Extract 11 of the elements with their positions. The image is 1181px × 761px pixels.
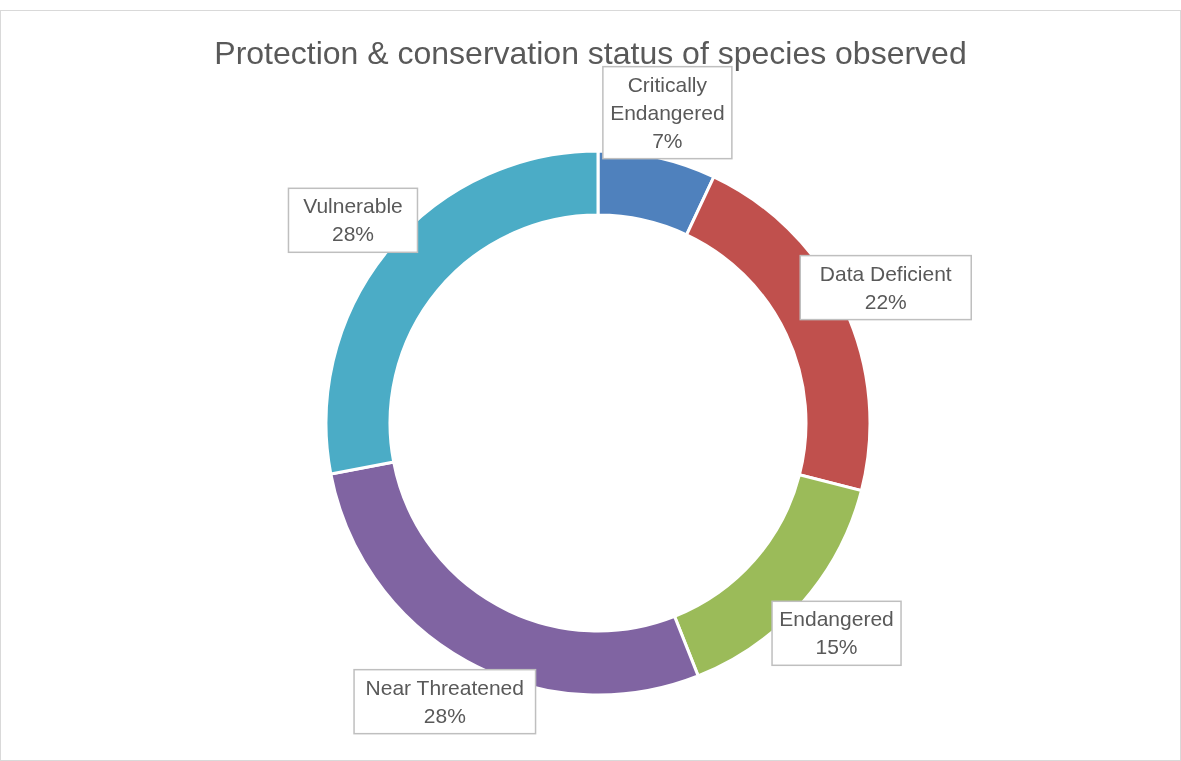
slice-label: Endangered [779, 607, 894, 631]
data-label: 28% [423, 703, 466, 727]
data-label: 15% [815, 635, 858, 659]
data-label: 28% [331, 222, 374, 246]
slice-label: Data Deficient [819, 261, 952, 285]
data-label: 7% [652, 128, 683, 152]
data-label: 22% [864, 289, 907, 313]
slice-label: Critically Endangered [610, 72, 725, 124]
chart-title: Protection & conservation status of species observed [214, 35, 967, 71]
slice-label: Vulnerable [303, 194, 403, 218]
slice-label: Near Threatened [365, 675, 524, 699]
